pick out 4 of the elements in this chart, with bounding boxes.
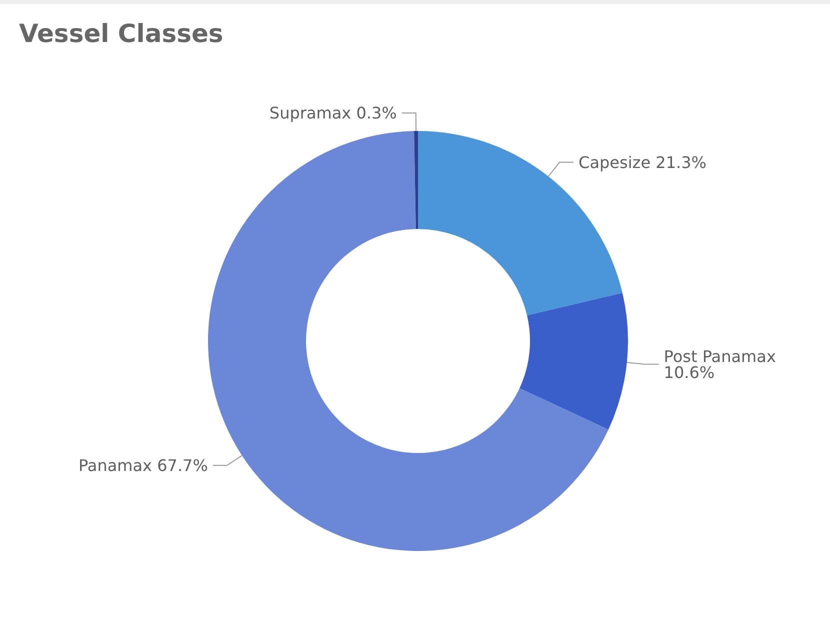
slice-label: Capesize 21.3% [578, 152, 706, 172]
chart-title: Vessel Classes [19, 19, 224, 48]
slice-label: Panamax 67.7% [78, 456, 208, 475]
slice-label: Supramax 0.3% [269, 104, 397, 123]
